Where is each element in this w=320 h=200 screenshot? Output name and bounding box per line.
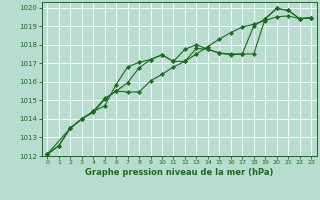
X-axis label: Graphe pression niveau de la mer (hPa): Graphe pression niveau de la mer (hPa) bbox=[85, 168, 273, 177]
